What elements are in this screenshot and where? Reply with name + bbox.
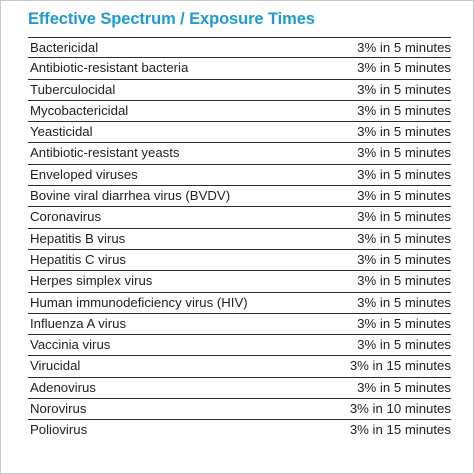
organism-label: Adenovirus [30,379,96,395]
organism-label: Antibiotic-resistant bacteria [30,60,189,76]
exposure-time: 3% in 5 minutes [357,40,451,55]
organism-label: Antibiotic-resistant yeasts [30,145,180,161]
organism-label: Tuberculocidal [30,81,116,97]
organism-label: Enveloped viruses [30,166,138,182]
table-row: Human immunodeficiency virus (HIV) 3% in … [28,293,451,314]
exposure-time: 3% in 5 minutes [357,60,451,76]
table-row: Virucidal 3% in 15 minutes [28,356,451,378]
organism-label: Bactericidal [30,40,99,55]
organism-label: Human immunodeficiency virus (HIV) [30,294,248,310]
exposure-time: 3% in 5 minutes [357,230,451,246]
exposure-time: 3% in 5 minutes [357,209,451,225]
table-row: Herpes simplex virus 3% in 5 minutes [28,271,451,293]
exposure-time: 3% in 5 minutes [357,145,451,161]
organism-label: Vaccinia virus [30,337,111,353]
table-row: Mycobactericidal 3% in 5 minutes [28,101,451,123]
table-row: Hepatitis B virus 3% in 5 minutes [28,229,451,250]
exposure-time: 3% in 5 minutes [357,315,451,331]
organism-label: Hepatitis B virus [30,230,126,246]
organism-label: Coronavirus [30,209,102,225]
organism-label: Norovirus [30,401,87,417]
spectrum-table: Bactericidal 3% in 5 minutes Antibiotic-re… [28,37,451,442]
table-row: Poliovirus 3% in 15 minutes [28,420,451,441]
organism-label: Hepatitis C virus [30,251,127,267]
table-row: Antibiotic-resistant yeasts 3% in 5 minut… [28,143,451,165]
table-row: Vaccinia virus 3% in 5 minutes [28,335,451,357]
table-row: Coronavirus 3% in 5 minutes [28,207,451,229]
exposure-time: 3% in 10 minutes [349,401,451,417]
organism-label: Bovine viral diarrhea virus (BVDV) [30,188,231,204]
table-row: Antibiotic-resistant bacteria 3% in 5 min… [28,58,451,80]
exposure-time: 3% in 15 minutes [349,422,451,438]
table-row: Enveloped viruses 3% in 5 minutes [28,165,451,187]
table-row: Influenza A virus 3% in 5 minutes [28,314,451,336]
page-title: Effective Spectrum / Exposure Times [28,10,315,28]
table-row: Adenovirus 3% in 5 minutes [28,378,451,400]
organism-label: Influenza A virus [30,315,127,331]
table-row: Bovine viral diarrhea virus (BVDV) 3% in … [28,186,451,208]
table-row: Hepatitis C virus 3% in 5 minutes [28,250,451,272]
organism-label: Poliovirus [30,422,88,438]
exposure-time: 3% in 5 minutes [357,337,451,353]
exposure-time: 3% in 15 minutes [349,358,451,374]
exposure-time: 3% in 5 minutes [357,273,451,289]
exposure-time: 3% in 5 minutes [357,166,451,182]
organism-label: Virucidal [30,358,81,374]
exposure-time: 3% in 5 minutes [357,81,451,97]
organism-label: Mycobactericidal [30,102,129,118]
table-row: Bactericidal 3% in 5 minutes [28,37,451,59]
exposure-time: 3% in 5 minutes [357,251,451,267]
exposure-time: 3% in 5 minutes [357,102,451,118]
exposure-time: 3% in 5 minutes [357,294,451,310]
table-row: Norovirus 3% in 10 minutes [28,399,451,421]
table-row: Yeasticidal 3% in 5 minutes [28,122,451,144]
exposure-time: 3% in 5 minutes [357,188,451,204]
organism-label: Herpes simplex virus [30,273,153,289]
table-row: Tuberculocidal 3% in 5 minutes [28,80,451,101]
exposure-time: 3% in 5 minutes [357,124,451,140]
exposure-time: 3% in 5 minutes [357,379,451,395]
organism-label: Yeasticidal [30,124,93,140]
